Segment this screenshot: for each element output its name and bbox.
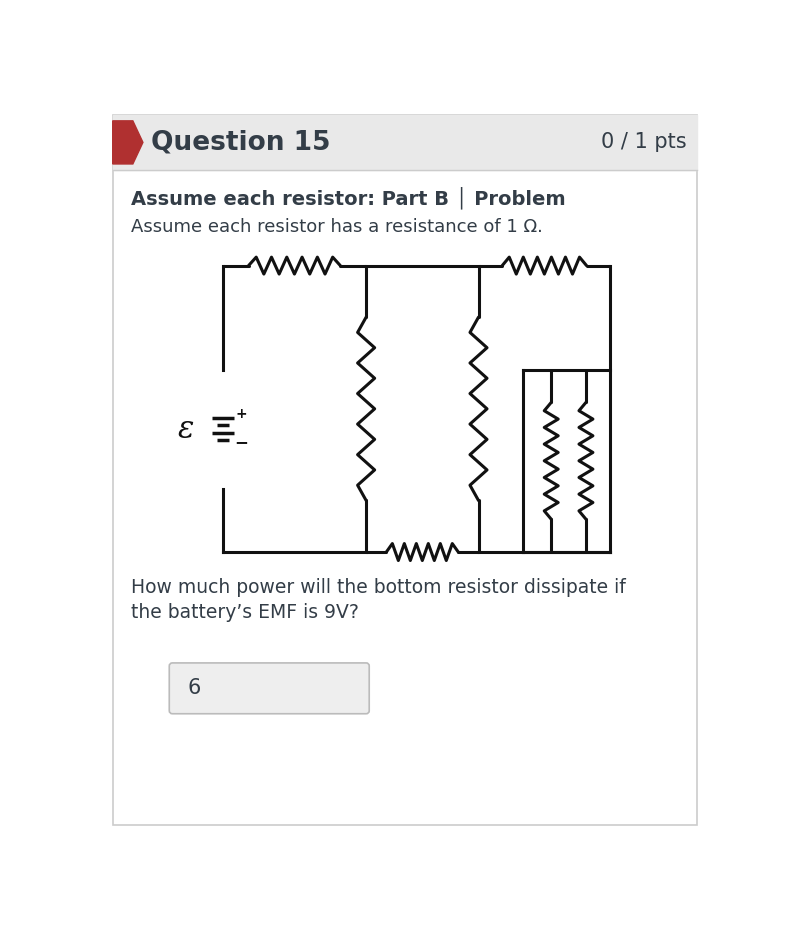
Text: 6: 6 bbox=[188, 678, 201, 698]
Text: Assume each resistor has a resistance of 1 Ω.: Assume each resistor has a resistance of… bbox=[131, 219, 544, 236]
Text: −: − bbox=[235, 432, 248, 450]
Bar bbox=[113, 114, 697, 170]
Text: 0 / 1 pts: 0 / 1 pts bbox=[600, 132, 687, 153]
Text: Assume each resistor: Part B │ Problem: Assume each resistor: Part B │ Problem bbox=[131, 187, 566, 209]
Text: Question 15: Question 15 bbox=[152, 129, 331, 155]
Text: +: + bbox=[235, 406, 247, 420]
Text: the battery’s EMF is 9V?: the battery’s EMF is 9V? bbox=[131, 603, 359, 621]
Text: ε: ε bbox=[178, 414, 194, 445]
Text: How much power will the bottom resistor dissipate if: How much power will the bottom resistor … bbox=[131, 578, 626, 597]
FancyBboxPatch shape bbox=[169, 663, 369, 713]
Polygon shape bbox=[113, 121, 143, 164]
